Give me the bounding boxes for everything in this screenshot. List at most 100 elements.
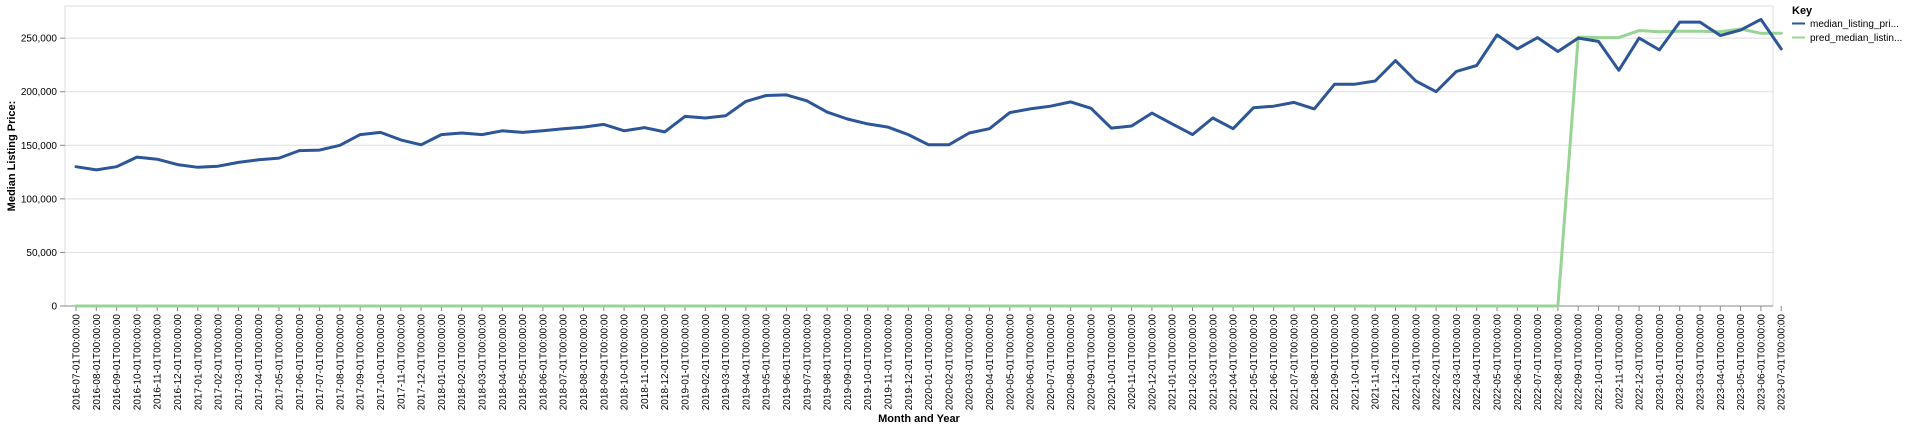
x-tick-label: 2017-12-01T00:00:00 [417, 314, 428, 411]
x-tick-label: 2021-09-01T00:00:00 [1330, 314, 1341, 411]
x-tick-label: 2020-12-01T00:00:00 [1147, 314, 1158, 411]
x-tick-label: 2018-07-01T00:00:00 [559, 314, 570, 411]
x-tick-label: 2021-10-01T00:00:00 [1350, 314, 1361, 411]
x-tick-label: 2023-02-01T00:00:00 [1675, 314, 1686, 411]
x-tick-label: 2023-06-01T00:00:00 [1756, 314, 1767, 411]
x-tick-label: 2023-05-01T00:00:00 [1736, 314, 1747, 411]
x-tick-label: 2016-12-01T00:00:00 [173, 314, 184, 411]
x-tick-label: 2018-01-01T00:00:00 [437, 314, 448, 411]
y-tick-label: 50,000 [26, 248, 57, 259]
x-axis-title: Month and Year [878, 413, 960, 425]
x-tick-label: 2019-02-01T00:00:00 [701, 314, 712, 411]
x-tick-label: 2019-07-01T00:00:00 [802, 314, 813, 411]
x-tick-label: 2021-05-01T00:00:00 [1249, 314, 1260, 411]
x-tick-label: 2017-02-01T00:00:00 [214, 314, 225, 411]
x-tick-label: 2021-11-01T00:00:00 [1371, 314, 1382, 410]
legend-label: median_listing_pri... [1810, 19, 1899, 30]
x-tick-label: 2021-02-01T00:00:00 [1188, 314, 1199, 411]
x-tick-label: 2022-05-01T00:00:00 [1493, 314, 1504, 411]
x-tick-label: 2019-01-01T00:00:00 [681, 314, 692, 411]
y-axis: 0 50,000 100,000 150,000 200,000 250,000 [21, 34, 65, 313]
x-tick-label: 2021-12-01T00:00:00 [1391, 314, 1402, 411]
x-tick-label: 2020-05-01T00:00:00 [1005, 314, 1016, 411]
legend-label: pred_median_listin... [1810, 33, 1902, 44]
x-tick-label: 2022-10-01T00:00:00 [1594, 314, 1605, 411]
x-tick-label: 2019-11-01T00:00:00 [884, 314, 895, 410]
x-tick-label: 2020-02-01T00:00:00 [944, 314, 955, 411]
y-tick-label: 100,000 [21, 194, 58, 205]
x-tick-label: 2019-10-01T00:00:00 [863, 314, 874, 411]
x-tick-label: 2018-03-01T00:00:00 [478, 314, 489, 411]
x-tick-label: 2022-01-01T00:00:00 [1411, 314, 1422, 411]
x-tick-label: 2023-03-01T00:00:00 [1696, 314, 1707, 411]
x-tick-label: 2020-10-01T00:00:00 [1107, 314, 1118, 411]
x-tick-label: 2023-07-01T00:00:00 [1777, 314, 1788, 411]
x-tick-label: 2020-01-01T00:00:00 [924, 314, 935, 411]
x-tick-label: 2017-03-01T00:00:00 [234, 314, 245, 411]
x-tick-label: 2021-04-01T00:00:00 [1229, 314, 1240, 411]
x-tick-label: 2022-12-01T00:00:00 [1635, 314, 1646, 411]
x-tick-label: 2020-09-01T00:00:00 [1087, 314, 1098, 411]
x-tick-label: 2017-04-01T00:00:00 [254, 314, 265, 411]
y-tick-label: 150,000 [21, 141, 58, 152]
x-tick-label: 2016-09-01T00:00:00 [112, 314, 123, 411]
x-tick-label: 2016-07-01T00:00:00 [72, 314, 83, 411]
y-axis-title: Median Listing Price: [6, 101, 18, 212]
x-tick-label: 2022-03-01T00:00:00 [1452, 314, 1463, 411]
x-tick-label: 2018-06-01T00:00:00 [538, 314, 549, 411]
x-tick-label: 2022-07-01T00:00:00 [1533, 314, 1544, 411]
x-tick-label: 2020-06-01T00:00:00 [1026, 314, 1037, 411]
x-tick-label: 2019-05-01T00:00:00 [762, 314, 773, 411]
x-tick-label: 2018-10-01T00:00:00 [620, 314, 631, 411]
x-tick-label: 2019-09-01T00:00:00 [843, 314, 854, 411]
x-tick-label: 2019-04-01T00:00:00 [741, 314, 752, 411]
x-axis: 2016-07-01T00:00:00 2016-08-01T00:00:00 20… [65, 305, 1788, 411]
x-tick-label: 2018-08-01T00:00:00 [579, 314, 590, 411]
x-tick-label: 2021-07-01T00:00:00 [1290, 314, 1301, 411]
x-tick-label: 2020-07-01T00:00:00 [1046, 314, 1057, 411]
x-tick-label: 2023-01-01T00:00:00 [1655, 314, 1666, 411]
x-tick-label: 2022-02-01T00:00:00 [1432, 314, 1443, 411]
x-tick-label: 2017-10-01T00:00:00 [376, 314, 387, 411]
y-tick-label: 250,000 [21, 34, 58, 45]
legend-title: Key [1792, 5, 1813, 17]
x-tick-label: 2018-04-01T00:00:00 [498, 314, 509, 411]
y-tick-label: 200,000 [21, 87, 58, 98]
x-tick-label: 2019-12-01T00:00:00 [904, 314, 915, 411]
x-tick-label: 2020-04-01T00:00:00 [985, 314, 996, 411]
x-tick-label: 2021-03-01T00:00:00 [1208, 314, 1219, 411]
series-layer [74, 17, 1783, 308]
x-tick-label: 2020-08-01T00:00:00 [1066, 314, 1077, 411]
x-tick-label: 2018-05-01T00:00:00 [518, 314, 529, 411]
x-tick-label: 2020-11-01T00:00:00 [1127, 314, 1138, 410]
x-tick-label: 2017-11-01T00:00:00 [396, 314, 407, 410]
series-line-0 [74, 17, 1783, 172]
x-tick-label: 2019-03-01T00:00:00 [721, 314, 732, 411]
x-tick-label: 2021-01-01T00:00:00 [1168, 314, 1179, 411]
x-tick-label: 2016-11-01T00:00:00 [153, 314, 164, 410]
x-tick-label: 2018-11-01T00:00:00 [640, 314, 651, 410]
x-tick-label: 2023-04-01T00:00:00 [1716, 314, 1727, 411]
x-tick-label: 2019-08-01T00:00:00 [823, 314, 834, 411]
x-tick-label: 2022-06-01T00:00:00 [1513, 314, 1524, 411]
grid-lines [65, 37, 1773, 307]
x-tick-label: 2021-06-01T00:00:00 [1269, 314, 1280, 411]
x-tick-label: 2017-01-01T00:00:00 [193, 314, 204, 411]
x-tick-label: 2022-09-01T00:00:00 [1574, 314, 1585, 411]
x-tick-label: 2021-08-01T00:00:00 [1310, 314, 1321, 411]
x-tick-label: 2020-03-01T00:00:00 [965, 314, 976, 411]
x-tick-label: 2016-08-01T00:00:00 [92, 314, 103, 411]
x-tick-label: 2017-08-01T00:00:00 [335, 314, 346, 411]
x-tick-label: 2022-04-01T00:00:00 [1472, 314, 1483, 411]
legend: Key median_listing_pri... pred_median_lis… [1792, 5, 1902, 44]
x-tick-label: 2017-09-01T00:00:00 [356, 314, 367, 411]
x-tick-label: 2017-05-01T00:00:00 [275, 314, 286, 411]
y-tick-label: 0 [51, 302, 57, 313]
x-tick-label: 2018-02-01T00:00:00 [457, 314, 468, 411]
plot-frame [64, 5, 1774, 307]
x-tick-label: 2016-10-01T00:00:00 [132, 314, 143, 411]
x-tick-label: 2018-09-01T00:00:00 [599, 314, 610, 411]
x-tick-label: 2017-06-01T00:00:00 [295, 314, 306, 411]
x-tick-label: 2022-08-01T00:00:00 [1553, 314, 1564, 411]
